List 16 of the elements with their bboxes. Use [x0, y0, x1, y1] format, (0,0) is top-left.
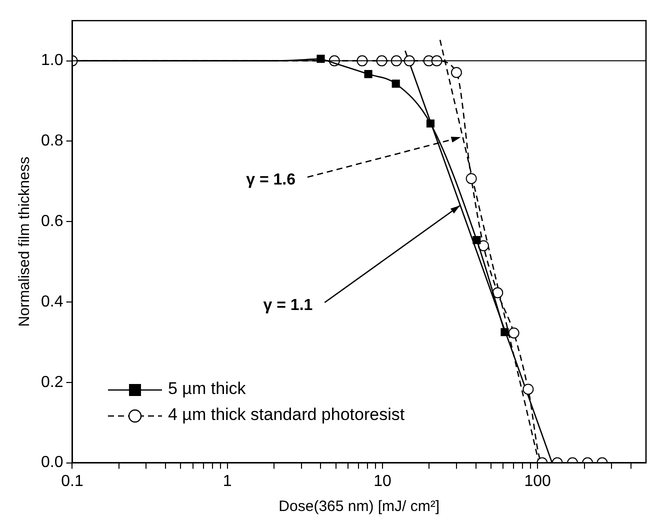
legend-label: 5 µm thick [168, 379, 246, 398]
x-tick-label: 0.1 [61, 472, 84, 490]
y-tick-label: 0.2 [40, 374, 64, 391]
y-tick-label: 0.0 [40, 454, 64, 472]
x-tick-label: 10 [374, 472, 392, 490]
y-tick-label: 1.0 [40, 52, 64, 70]
annotation: γ = 1.1 [263, 296, 313, 314]
x-tick-label: 1 [222, 472, 232, 490]
x-axis-title: Dose(365 nm) [mJ/ cm²] [278, 498, 440, 516]
y-tick-label: 0.6 [40, 213, 64, 230]
y-tick-label: 0.8 [40, 132, 64, 150]
annotation: γ = 1.6 [246, 172, 296, 189]
y-tick-label: 0.4 [40, 293, 64, 310]
legend-label: 4 µm thick standard photoresist [168, 405, 405, 424]
y-axis-title: Normalised film thickness [16, 156, 34, 327]
x-tick-label: 100 [524, 472, 552, 490]
